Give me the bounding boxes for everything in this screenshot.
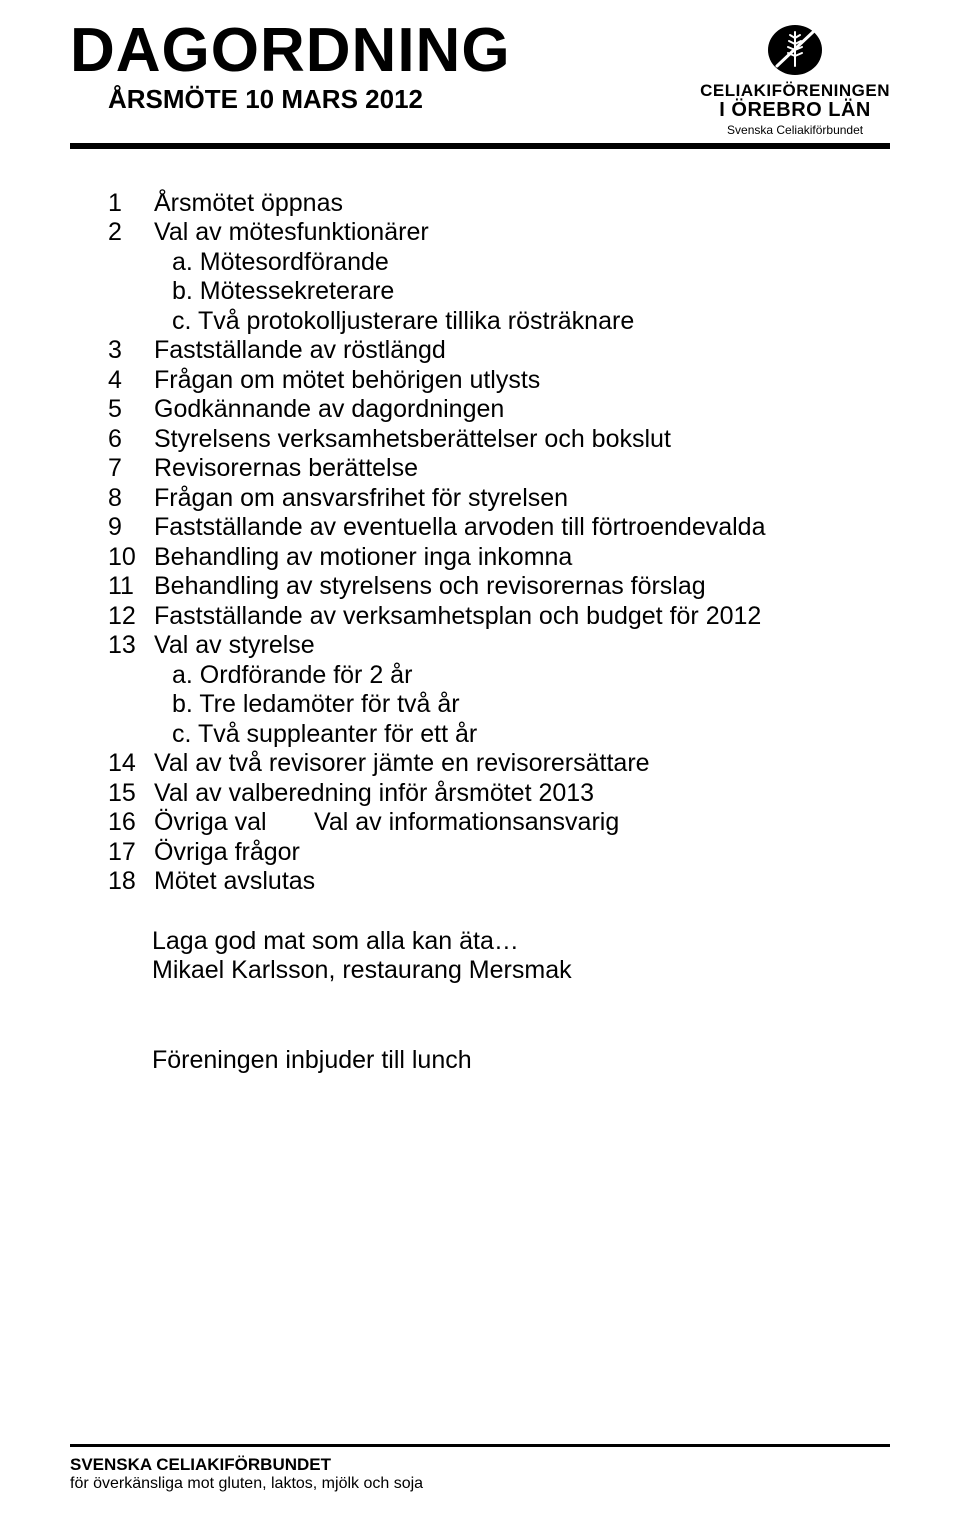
- closing-quote-line2: Mikael Karlsson, restaurang Mersmak: [152, 956, 890, 986]
- agenda-item: Mötet avslutas: [108, 867, 880, 897]
- agenda-item-pair-left: Övriga val: [154, 808, 314, 838]
- agenda-item: Årsmötet öppnas: [108, 189, 880, 219]
- agenda-subitem: a. Mötesordförande: [172, 248, 880, 278]
- agenda-item: Godkännande av dagordningen: [108, 395, 880, 425]
- agenda-item: Frågan om ansvarsfrihet för styrelsen: [108, 484, 880, 514]
- agenda-item: Val av valberedning inför årsmötet 2013: [108, 779, 880, 809]
- agenda-item-text: Frågan om mötet behörigen utlysts: [154, 366, 540, 394]
- agenda-list: Årsmötet öppnas Val av mötesfunktionärer…: [108, 189, 880, 897]
- closing-quote-line1: Laga god mat som alla kan äta…: [152, 927, 890, 957]
- agenda-item-text: Övriga frågor: [154, 838, 300, 866]
- agenda-item-text: Val av två revisorer jämte en revisorers…: [154, 749, 650, 777]
- agenda-item-text: Val av valberedning inför årsmötet 2013: [154, 779, 594, 807]
- agenda-sublist: a. Ordförande för 2 år b. Tre ledamöter …: [154, 661, 880, 750]
- agenda-item: Behandling av motioner inga inkomna: [108, 543, 880, 573]
- agenda-subitem: b. Mötessekreterare: [172, 277, 880, 307]
- agenda-item: Fastställande av eventuella arvoden till…: [108, 513, 880, 543]
- agenda-item: Fastställande av verksamhetsplan och bud…: [108, 602, 880, 632]
- logo-text-line1: CELIAKIFÖRENINGEN: [700, 82, 890, 100]
- agenda-item: Fastställande av röstlängd: [108, 336, 880, 366]
- agenda: Årsmötet öppnas Val av mötesfunktionärer…: [70, 189, 890, 897]
- closing-invite: Föreningen inbjuder till lunch: [152, 1046, 890, 1076]
- wheat-cross-icon: [767, 22, 823, 78]
- logo-text-line3: Svenska Celiakiförbundet: [700, 123, 890, 137]
- agenda-item-text: Årsmötet öppnas: [154, 189, 343, 217]
- agenda-item: Styrelsens verksamhetsberättelser och bo…: [108, 425, 880, 455]
- footer: SVENSKA CELIAKIFÖRBUNDET för överkänslig…: [70, 1444, 890, 1493]
- agenda-item-text: Val av styrelse: [154, 631, 315, 659]
- page-title: DAGORDNING: [70, 20, 511, 82]
- agenda-sublist: a. Mötesordförande b. Mötessekreterare c…: [154, 248, 880, 337]
- agenda-item-text: Behandling av motioner inga inkomna: [154, 543, 572, 571]
- agenda-item: Frågan om mötet behörigen utlysts: [108, 366, 880, 396]
- agenda-item: Övriga val Val av informationsansvarig: [108, 808, 880, 838]
- agenda-item: Övriga frågor: [108, 838, 880, 868]
- header-rule: [70, 143, 890, 149]
- agenda-item-text: Frågan om ansvarsfrihet för styrelsen: [154, 484, 568, 512]
- agenda-subitem: c. Två protokolljusterare tillika rösträ…: [172, 307, 880, 337]
- footer-subtitle: för överkänsliga mot gluten, laktos, mjö…: [70, 1475, 890, 1493]
- agenda-item-text: Behandling av styrelsens och revisorerna…: [154, 572, 706, 600]
- agenda-item-text: Fastställande av eventuella arvoden till…: [154, 513, 766, 541]
- agenda-item: Val av två revisorer jämte en revisorers…: [108, 749, 880, 779]
- agenda-item: Val av styrelse a. Ordförande för 2 år b…: [108, 631, 880, 749]
- agenda-item-text: Revisorernas berättelse: [154, 454, 418, 482]
- agenda-item: Revisorernas berättelse: [108, 454, 880, 484]
- page-subtitle: ÅRSMÖTE 10 MARS 2012: [70, 84, 511, 115]
- header-left: DAGORDNING ÅRSMÖTE 10 MARS 2012: [70, 20, 511, 115]
- footer-title: SVENSKA CELIAKIFÖRBUNDET: [70, 1455, 890, 1475]
- agenda-item-text: Styrelsens verksamhetsberättelser och bo…: [154, 425, 671, 453]
- logo-block: CELIAKIFÖRENINGEN I ÖREBRO LÄN Svenska C…: [700, 20, 890, 137]
- agenda-item-text: Godkännande av dagordningen: [154, 395, 504, 423]
- agenda-subitem: c. Två suppleanter för ett år: [172, 720, 880, 750]
- agenda-item-text: Fastställande av verksamhetsplan och bud…: [154, 602, 761, 630]
- agenda-item-text: Fastställande av röstlängd: [154, 336, 446, 364]
- footer-rule: [70, 1444, 890, 1447]
- agenda-item-pair: Övriga val Val av informationsansvarig: [154, 808, 880, 838]
- agenda-item: Behandling av styrelsens och revisorerna…: [108, 572, 880, 602]
- document-page: DAGORDNING ÅRSMÖTE 10 MARS 2012 C: [0, 0, 960, 1523]
- agenda-subitem: a. Ordförande för 2 år: [172, 661, 880, 691]
- logo-text-line2: I ÖREBRO LÄN: [700, 100, 890, 121]
- agenda-item-text: Val av mötesfunktionärer: [154, 218, 429, 246]
- closing-quote: Laga god mat som alla kan äta… Mikael Ka…: [152, 927, 890, 986]
- agenda-subitem: b. Tre ledamöter för två år: [172, 690, 880, 720]
- header: DAGORDNING ÅRSMÖTE 10 MARS 2012 C: [70, 20, 890, 137]
- agenda-item: Val av mötesfunktionärer a. Mötesordföra…: [108, 218, 880, 336]
- closing-block: Laga god mat som alla kan äta… Mikael Ka…: [70, 927, 890, 1076]
- agenda-item-pair-right: Val av informationsansvarig: [314, 808, 619, 838]
- agenda-item-text: Mötet avslutas: [154, 867, 315, 895]
